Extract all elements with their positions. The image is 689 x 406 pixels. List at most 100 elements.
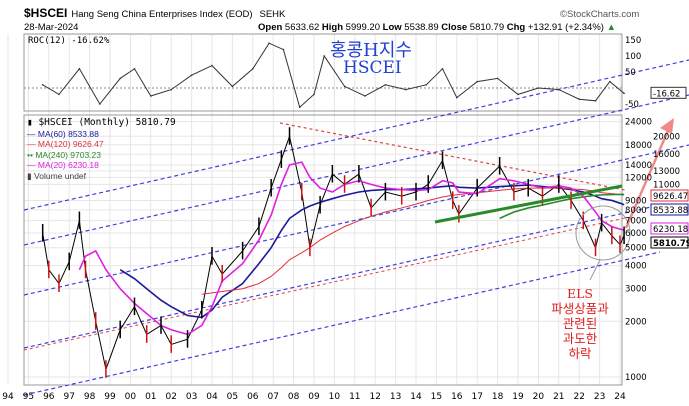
- roc-point: [133, 68, 136, 70]
- index-name: Hang Seng China Enterprises Index (EOD): [71, 9, 253, 20]
- y-tick-label: 5000: [625, 244, 647, 254]
- x-tick-label: 03: [186, 392, 197, 402]
- roc-point: [496, 77, 499, 80]
- x-tick-label: 18: [492, 392, 504, 402]
- y-tick-label: 16000: [653, 150, 680, 160]
- annotation-line: 하락: [568, 346, 592, 361]
- roc-point: [405, 88, 407, 91]
- x-tick-label: 02: [165, 392, 176, 402]
- axes: 94 95 96 97 98 99 00 01 02 03 04 05 06 07 08 09 10 11 12 13…: [2, 36, 689, 402]
- x-tick-label: 10: [329, 392, 341, 402]
- downtrend-line: [279, 122, 626, 191]
- x-tick-label: 05: [227, 392, 238, 402]
- roc-point: [58, 93, 60, 96]
- roc-point: [623, 92, 625, 95]
- legend-entry: ▮ $HSCEI (Monthly) 5810.79: [27, 117, 176, 128]
- roc-point: [578, 98, 580, 100]
- annotation-pointer: [589, 259, 601, 281]
- y-tick-label: 8000: [625, 206, 647, 216]
- y-tick-label: 3000: [625, 285, 647, 295]
- y-tick-label: 18000: [625, 141, 652, 151]
- roc-point: [537, 87, 540, 89]
- high-label: High: [321, 22, 344, 33]
- open-label: Open: [258, 22, 283, 33]
- legend-entry: — MA(120) 9626.47: [27, 139, 104, 149]
- y-tick-label: 12000: [625, 173, 652, 183]
- close-label: Close: [441, 22, 468, 33]
- support-line: [23, 217, 626, 351]
- low-value: 5538.89: [404, 22, 439, 33]
- roc-point: [594, 100, 597, 102]
- roc-point: [119, 77, 121, 80]
- x-tick-label: 97: [63, 392, 74, 402]
- roc-point: [252, 68, 254, 70]
- x-tick-label: 04: [206, 392, 218, 402]
- roc-point: [558, 88, 560, 91]
- y-tick-label: 4000: [625, 262, 647, 272]
- y-tick-label: 6000: [625, 229, 647, 239]
- last-value-label: 9626.47: [653, 192, 688, 202]
- roc-point: [517, 93, 519, 96]
- chg-label: Chg: [506, 22, 526, 33]
- roc-point: [211, 64, 213, 67]
- last-value-box: [650, 236, 689, 249]
- roc-point: [298, 106, 301, 108]
- symbol: $HSCEI: [24, 6, 68, 20]
- title-row: $HSCEI Hang Seng China Enterprises Index…: [24, 6, 285, 20]
- channel-line: [23, 251, 661, 396]
- annotation-els: ELS 파생상품과 관련된 과도한 하락: [540, 286, 620, 361]
- x-tick-label: 24: [614, 392, 626, 402]
- roc-point: [384, 84, 387, 86]
- high-value: 5999.20: [345, 22, 380, 33]
- x-tick-label: 01: [145, 392, 156, 402]
- roc-point: [190, 74, 193, 76]
- legend-entry: — MA(60) 8533.88: [27, 128, 99, 139]
- x-tick-label: 20: [533, 392, 545, 402]
- grid: [7, 34, 622, 385]
- roc-point: [425, 84, 428, 86]
- highlight-circle: [575, 205, 631, 261]
- roc-point: [323, 55, 326, 57]
- x-tick-label: 96: [43, 392, 55, 402]
- annotation-title-en: HSCEI: [343, 58, 402, 78]
- annotation-title-kr: 홍콩H지수: [330, 40, 412, 61]
- x-tick-label: 98: [84, 392, 96, 402]
- roc-point: [343, 85, 346, 88]
- last-value-label: 5810.79: [653, 239, 689, 249]
- upside-arrow-shaft: [624, 125, 672, 229]
- series-line-ma240: [499, 193, 625, 220]
- last-value-label: 8533.88: [653, 206, 688, 216]
- roc-last-label: -16.62: [653, 89, 680, 99]
- roc-point: [364, 95, 366, 97]
- roc-tick-label: 50: [625, 68, 636, 78]
- x-tick-label: 07: [267, 392, 278, 402]
- last-value-label: 6230.18: [653, 225, 688, 235]
- annotation-line: ELS: [567, 286, 593, 301]
- roc-point: [313, 93, 315, 96]
- ohlc-readout: Open 5633.62 High 5999.20 Low 5538.89 Cl…: [258, 22, 616, 33]
- roc-last-box: [650, 86, 687, 99]
- roc-point: [99, 103, 101, 105]
- y-tick-label: 20000: [653, 132, 680, 142]
- x-tick-label: 09: [308, 392, 320, 402]
- channel-line: [23, 59, 689, 211]
- price-panel-frame: [23, 114, 623, 386]
- roc-tick-label: 150: [625, 36, 641, 46]
- roc-point: [268, 42, 270, 44]
- annotation-line: 과도한: [562, 331, 598, 346]
- channel-line: [23, 94, 689, 246]
- y-tick-label: 13000: [653, 167, 680, 177]
- chg-value: +132.91 (+2.34%): [527, 22, 604, 33]
- roc-panel: [41, 42, 625, 109]
- price-panel: [41, 127, 625, 378]
- roc-point: [78, 68, 81, 70]
- x-tick-label: 00: [125, 392, 137, 402]
- roc-point: [150, 95, 152, 97]
- x-tick-label: 22: [573, 392, 584, 402]
- roc-tick-label: -50: [625, 100, 639, 110]
- x-tick-label: 23: [594, 392, 605, 402]
- x-tick-label: 06: [247, 392, 259, 402]
- close-value: 5810.79: [469, 22, 505, 33]
